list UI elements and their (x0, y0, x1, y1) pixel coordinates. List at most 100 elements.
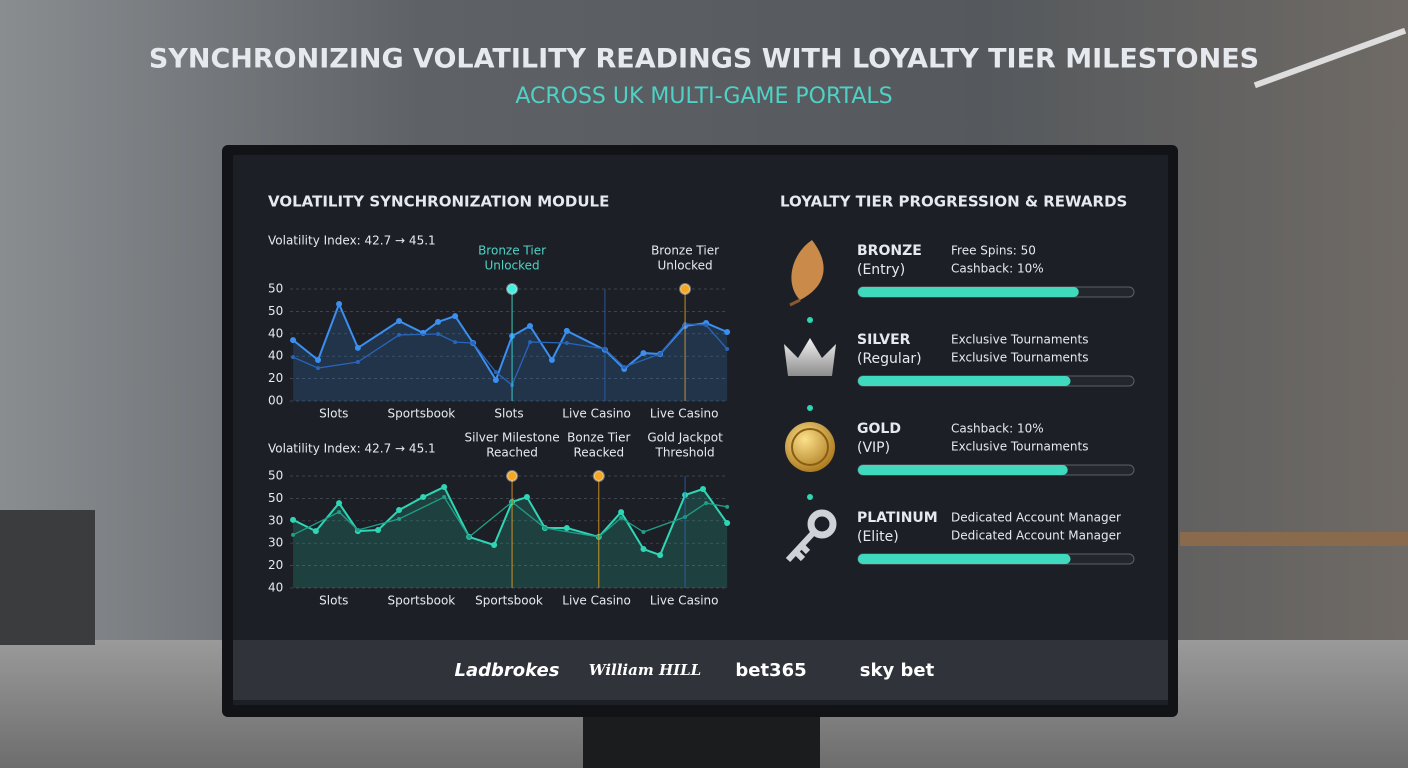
x-tick-label: Live Casino (562, 407, 631, 421)
screen (233, 155, 1168, 705)
milestone-label: Gold Jackpot (647, 431, 723, 445)
tier-level: (Entry) (857, 262, 905, 278)
partner-logo: bet365 (735, 660, 806, 681)
data-point (640, 350, 647, 357)
milestone-label: Threshold (655, 446, 715, 460)
data-point (564, 340, 569, 345)
data-point (355, 527, 360, 532)
milestone-label: Reacked (573, 446, 624, 460)
y-tick-label: 30 (268, 536, 283, 550)
milestone-label: Bronze Tier (478, 244, 546, 258)
y-tick-label: 50 (268, 469, 283, 483)
icon-leaf (789, 240, 824, 307)
milestone-marker (592, 470, 605, 482)
data-point (467, 534, 472, 539)
data-point (452, 313, 459, 320)
chart-subtitle: Volatility Index: 42.7 → 45.1 (268, 234, 436, 248)
icon-coin (785, 422, 835, 472)
x-tick-label: Slots (319, 407, 348, 421)
tier-level: (Elite) (857, 529, 899, 545)
data-point (725, 347, 730, 352)
data-point (435, 318, 442, 325)
tier-perk: Free Spins: 50 (951, 244, 1036, 258)
partner-logo: Ladbrokes (455, 660, 560, 681)
data-point (453, 340, 458, 345)
data-point (618, 509, 625, 516)
x-tick-label: Live Casino (650, 594, 719, 608)
x-tick-label: Sportsbook (388, 407, 456, 421)
data-point (563, 524, 570, 531)
ceiling-light (1253, 27, 1407, 89)
y-tick-label: 50 (268, 491, 283, 505)
milestone-label: Unlocked (657, 259, 712, 273)
data-point (290, 337, 297, 344)
tier-perk: Exclusive Tournaments (951, 333, 1088, 347)
data-point (316, 366, 321, 371)
partner-logo: sky bet (860, 660, 935, 681)
area (293, 486, 728, 588)
data-point (619, 515, 624, 520)
x-tick-label: Sportsbook (475, 594, 543, 608)
data-point (312, 528, 319, 535)
milestone-marker (506, 470, 519, 482)
y-tick-label: 50 (268, 304, 283, 318)
y-tick-label: 30 (268, 513, 283, 527)
milestone-label: Bonze Tier (567, 431, 630, 445)
series-line (292, 496, 728, 538)
data-point (704, 323, 709, 328)
y-tick-label: 00 (268, 394, 283, 408)
data-point (491, 541, 498, 548)
logo-strip (233, 640, 1168, 700)
milestone-label: Unlocked (484, 259, 539, 273)
data-point (492, 376, 499, 383)
data-point (641, 530, 646, 534)
data-point (355, 360, 360, 365)
y-tick-label: 50 (268, 282, 283, 296)
data-point (336, 301, 343, 308)
data-point (396, 507, 403, 514)
data-point (290, 516, 297, 523)
y-tick-label: 20 (268, 558, 283, 572)
x-tick-label: Sportsbook (388, 594, 456, 608)
progress-fill (858, 287, 1079, 297)
milestone-marker (679, 283, 692, 295)
monitor-stand (583, 712, 820, 768)
data-point (396, 318, 403, 325)
tier-perk: Exclusive Tournaments (951, 440, 1088, 454)
tier-name: BRONZE (857, 243, 922, 259)
icon-crown (784, 338, 836, 376)
data-point (542, 525, 547, 530)
partner-logo: William HILL (589, 661, 701, 679)
tier-perk: Dedicated Account Manager (951, 511, 1121, 525)
data-point (441, 483, 448, 490)
y-tick-label: 40 (268, 581, 283, 595)
data-point (725, 504, 730, 509)
data-point (704, 501, 709, 506)
data-point (336, 500, 343, 507)
data-point (397, 332, 402, 337)
progress-fill (858, 465, 1068, 475)
tier-perk: Dedicated Account Manager (951, 529, 1121, 543)
icon-key (785, 509, 837, 563)
tier-perk: Exclusive Tournaments (951, 351, 1088, 365)
milestone-label: Reached (486, 446, 538, 460)
data-point (523, 494, 530, 501)
x-tick-label: Live Casino (650, 407, 719, 421)
data-point (724, 329, 731, 336)
data-point (442, 495, 447, 500)
y-tick-label: 20 (268, 371, 283, 385)
panel-title: VOLATILITY SYNCHRONIZATION MODULE (268, 193, 609, 211)
data-point (724, 520, 731, 527)
progress-fill (858, 376, 1071, 386)
data-point (658, 351, 663, 356)
data-point (493, 370, 498, 375)
tier-level: (VIP) (857, 440, 890, 456)
panel-title: LOYALTY TIER PROGRESSION & REWARDS (780, 193, 1127, 211)
tier-name: PLATINUM (857, 510, 938, 526)
milestone-label: Bronze Tier (651, 244, 719, 258)
tier-level: (Regular) (857, 351, 922, 367)
data-point (315, 357, 322, 364)
x-tick-label: Live Casino (562, 594, 631, 608)
